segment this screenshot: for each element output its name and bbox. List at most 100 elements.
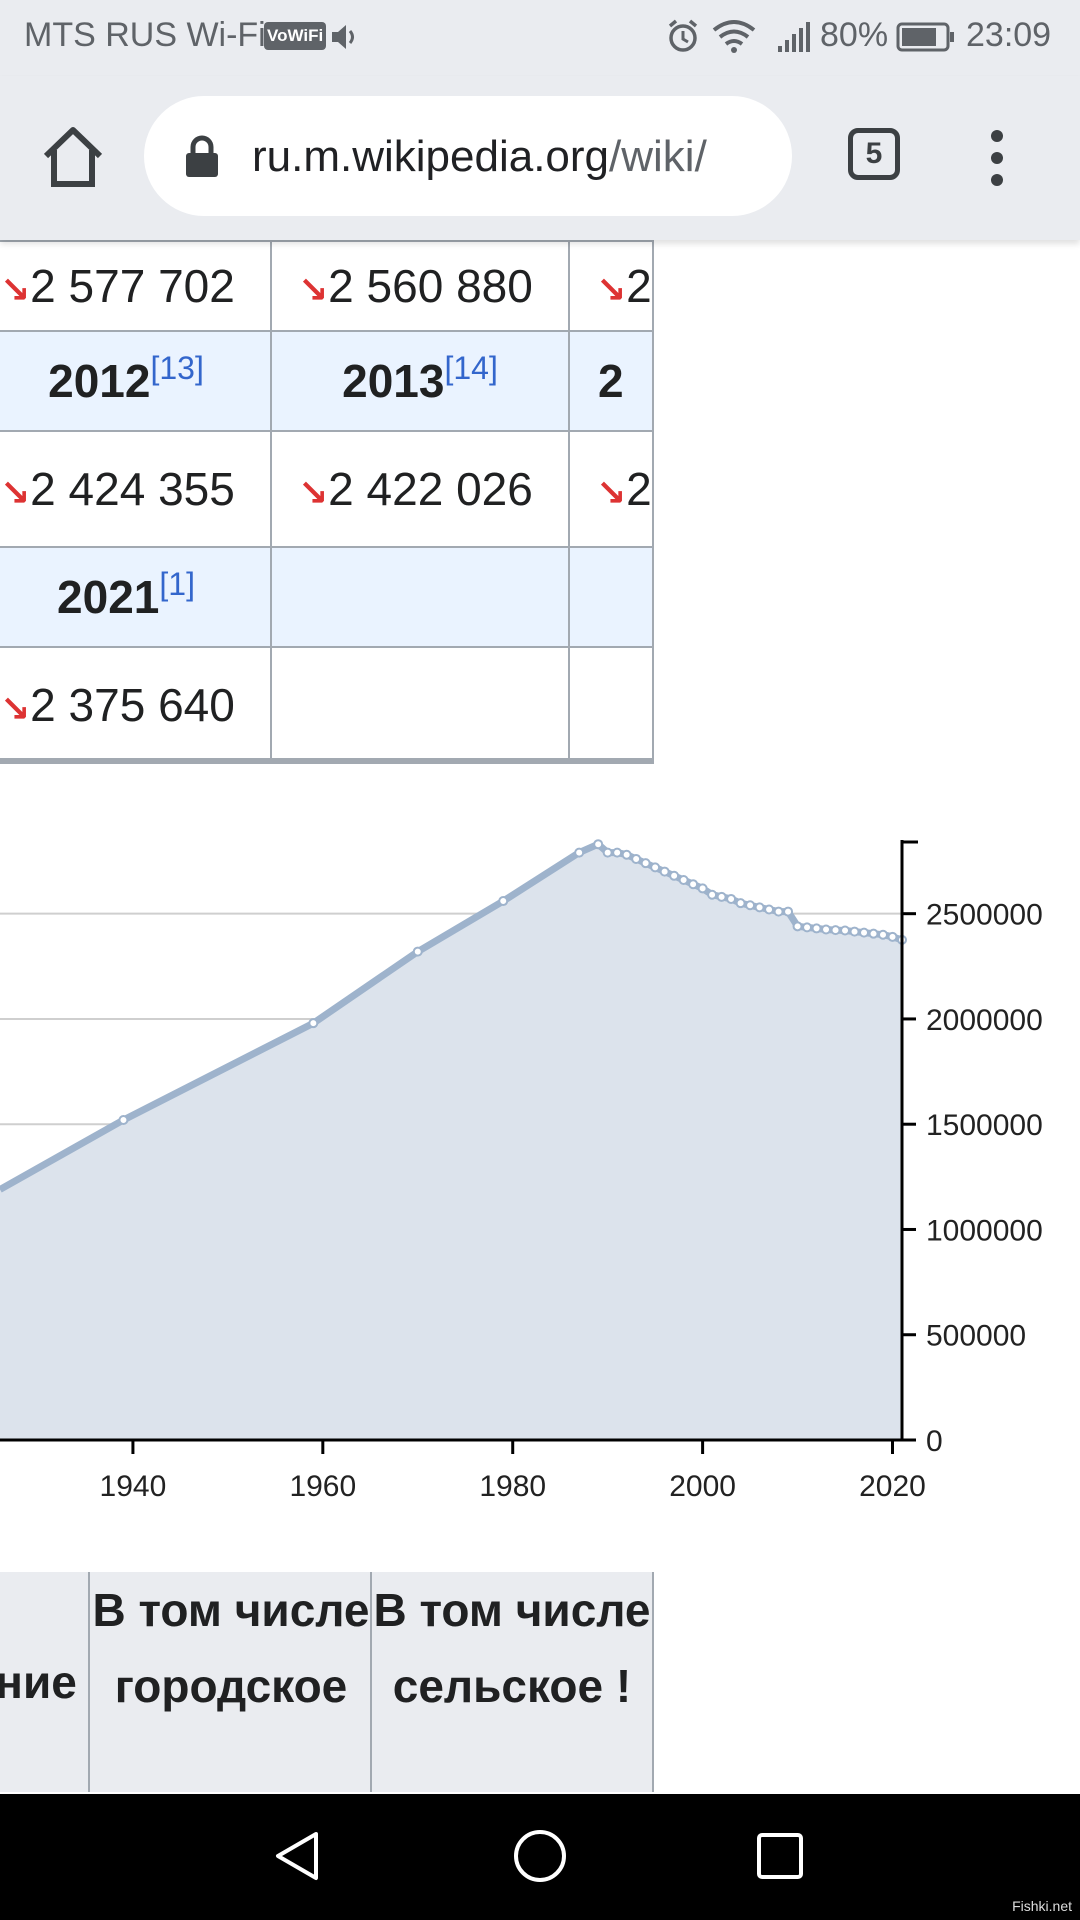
data-point <box>498 896 509 907</box>
data-point <box>764 904 775 915</box>
decrease-arrow-icon: ↘ <box>0 471 31 513</box>
data-point <box>792 921 803 932</box>
reference-link[interactable]: [14] <box>444 350 498 386</box>
data-point <box>574 847 585 858</box>
alarm-icon <box>668 19 698 52</box>
data-point <box>868 928 879 939</box>
address-bar[interactable]: ru.m.wikipedia.org/wiki/ <box>144 96 792 216</box>
population-value: 2 577 702 <box>30 260 235 312</box>
reference-link[interactable]: [1] <box>159 566 195 602</box>
decrease-arrow-icon: ↘ <box>0 268 31 310</box>
x-tick-label: 1940 <box>100 1470 167 1503</box>
column-header-population: ние <box>0 1656 77 1708</box>
x-tick-label: 1980 <box>479 1470 546 1503</box>
decrease-arrow-icon: ↘ <box>0 687 31 729</box>
x-tick-label: 2000 <box>669 1470 736 1503</box>
population-cell: ↘2 577 702 <box>0 240 272 332</box>
population-chart: 0 500000 1000000 1500000 2000000 2500000 1940… <box>0 839 1043 1503</box>
decrease-arrow-icon: ↘ <box>596 471 627 513</box>
year-cell <box>270 546 570 648</box>
data-point <box>640 858 651 869</box>
data-point <box>811 923 822 934</box>
population-cell <box>270 646 570 764</box>
url-domain: ru.m.wikipedia.org <box>252 132 610 181</box>
chart-area <box>0 844 902 1440</box>
data-point <box>612 847 623 858</box>
clock: 23:09 <box>966 16 1052 54</box>
tab-switcher-button[interactable]: 5 <box>848 128 900 180</box>
data-point <box>118 1115 129 1125</box>
y-tick-label: 2000000 <box>926 1004 1043 1037</box>
carrier-name: MTS RUS Wi-Fi <box>24 16 266 54</box>
data-point <box>308 1018 319 1029</box>
data-point <box>707 889 718 900</box>
data-point <box>602 847 613 858</box>
wifi-icon <box>712 20 756 53</box>
navigation-bar <box>0 1794 1080 1920</box>
data-point <box>783 906 794 917</box>
population-cell: ↘2 560 880 <box>270 240 570 332</box>
population-cell: ↘2 424 355 <box>0 430 272 548</box>
data-point <box>745 900 756 911</box>
data-point <box>412 946 423 957</box>
data-point <box>821 924 832 935</box>
home-icon[interactable] <box>38 122 108 192</box>
data-point <box>878 929 889 940</box>
population-value: 2 375 640 <box>30 679 235 731</box>
y-tick-label: 1000000 <box>926 1214 1043 1247</box>
home-button-icon[interactable] <box>512 1828 568 1884</box>
y-tick-label: 2500000 <box>926 899 1043 932</box>
data-point <box>659 866 670 877</box>
data-point <box>849 926 860 937</box>
year-cell <box>568 546 654 648</box>
population-value: 2 <box>626 260 652 312</box>
decrease-arrow-icon: ↘ <box>596 268 627 310</box>
population-cell: ↘2 <box>568 240 654 332</box>
bottom-table-header: ние В том числе городское В том числе се… <box>0 1572 654 1792</box>
y-tick-label: 1500000 <box>926 1109 1043 1142</box>
data-point <box>621 849 632 860</box>
year-label: 2021 <box>57 571 160 623</box>
population-cell: ↘2 375 640 <box>0 646 272 764</box>
browser-toolbar: ru.m.wikipedia.org/wiki/ 5 <box>0 76 1080 240</box>
population-value: 2 <box>626 463 652 515</box>
table-row: ↘2 424 355 ↘2 422 026 ↘2 <box>0 430 654 548</box>
x-tick-label: 1960 <box>289 1470 356 1503</box>
y-tick-label: 500000 <box>926 1320 1026 1353</box>
overflow-menu-icon[interactable] <box>980 128 1014 188</box>
population-value: 2 422 026 <box>328 463 533 515</box>
data-point <box>802 922 813 933</box>
data-point <box>688 879 699 890</box>
decrease-arrow-icon: ↘ <box>298 268 329 310</box>
population-value: 2 560 880 <box>328 260 533 312</box>
column-header-urban: В том числе городское <box>88 1572 372 1792</box>
data-point <box>859 927 870 938</box>
back-icon[interactable] <box>272 1830 322 1882</box>
data-point <box>716 891 727 902</box>
data-point <box>669 870 680 881</box>
data-point <box>726 893 737 904</box>
column-header-rural: В том числе сельское ! <box>370 1572 654 1792</box>
url-path: /wiki/ <box>609 132 707 181</box>
year-label: 2012 <box>48 355 151 407</box>
data-point <box>593 839 604 850</box>
vowifi-badge: VoWiFi <box>264 22 327 50</box>
year-cell: 2013[14] <box>270 330 570 432</box>
data-point <box>754 902 765 913</box>
x-tick-label: 2020 <box>859 1470 926 1503</box>
recent-apps-icon[interactable] <box>756 1832 804 1880</box>
year-cell: 2 <box>568 330 654 432</box>
year-label: 2 <box>598 355 624 407</box>
data-point <box>773 906 784 917</box>
year-cell: 2021[1] <box>0 546 272 648</box>
table-row: 2012[13] 2013[14] 2 <box>0 330 654 432</box>
data-point <box>887 931 898 942</box>
data-point <box>650 862 661 873</box>
population-cell: ↘2 422 026 <box>270 430 570 548</box>
table-bottom-border <box>0 758 654 764</box>
data-point <box>631 853 642 864</box>
battery-percent: 80% <box>820 16 889 54</box>
reference-link[interactable]: [13] <box>150 350 204 386</box>
y-tick-label: 0 <box>926 1425 943 1458</box>
battery-icon <box>896 22 954 52</box>
